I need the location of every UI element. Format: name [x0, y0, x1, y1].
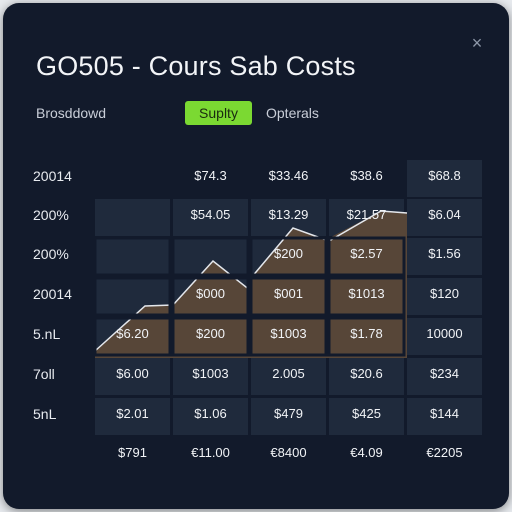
grid-cell — [251, 358, 326, 395]
grid-cell-border — [171, 316, 250, 357]
grid-value: $001 — [274, 286, 303, 301]
grid-value: $1003 — [270, 326, 307, 341]
grid-value: $74.3 — [194, 168, 227, 183]
total-value: $791 — [118, 445, 147, 460]
cost-grid-chart — [93, 160, 482, 435]
grid-cell-border — [171, 236, 250, 277]
row-label: 20014 — [33, 286, 72, 302]
grid-cell-border — [327, 316, 406, 357]
row-label: 200% — [33, 246, 69, 262]
grid-value: $6.00 — [116, 366, 149, 381]
grid-cell — [407, 318, 482, 355]
grid-cell — [95, 238, 170, 275]
grid-cell-border — [249, 276, 328, 317]
total-value: €8400 — [270, 445, 307, 460]
grid-value: $479 — [274, 406, 303, 421]
row-label: 7oll — [33, 366, 55, 382]
grid-value: $33.46 — [268, 168, 309, 183]
grid-value: $200 — [196, 326, 225, 341]
grid-cell — [407, 199, 482, 236]
grid-cell-border — [93, 276, 172, 317]
grid-value: $13.29 — [268, 207, 309, 222]
grid-value: $2.01 — [116, 406, 149, 421]
tab-operators[interactable]: Opterals — [266, 105, 319, 121]
grid-value: $1.06 — [194, 406, 227, 421]
total-value: €11.00 — [191, 445, 230, 460]
grid-value: 10000 — [426, 326, 463, 341]
tab-breakdown[interactable]: Brosddowd — [36, 105, 107, 121]
grid-cell-border — [93, 236, 172, 277]
grid-cell — [329, 358, 404, 395]
grid-value: $6.04 — [428, 207, 461, 222]
grid-cell-border — [327, 276, 406, 317]
grid-cell-border — [327, 236, 406, 277]
grid-cell — [95, 199, 170, 236]
grid-value: 2.005 — [272, 366, 305, 381]
grid-cell — [251, 199, 326, 236]
grid-cell-border — [171, 276, 250, 317]
grid-cell — [251, 398, 326, 435]
grid-value: $21.57 — [346, 207, 387, 222]
grid-cell — [173, 398, 248, 435]
grid-value: $2.57 — [350, 246, 383, 261]
grid-value: $68.8 — [428, 168, 461, 183]
grid-cell — [407, 398, 482, 435]
grid-value: $120 — [430, 286, 459, 301]
grid-cell — [407, 238, 482, 275]
grid-cell — [407, 160, 482, 197]
grid-cell-border — [249, 236, 328, 277]
grid-cell-border — [93, 316, 172, 357]
grid-value: $144 — [430, 406, 459, 421]
grid-cell — [173, 358, 248, 395]
grid-value: $38.6 — [350, 168, 383, 183]
grid-cell — [173, 199, 248, 236]
grid-value: $1.78 — [350, 326, 383, 341]
cost-dialog: × GO505 - Cours Sab Costs Brosddowd Supl… — [3, 3, 509, 509]
row-label: 200% — [33, 207, 69, 223]
grid-cell — [95, 358, 170, 395]
dialog-title: GO505 - Cours Sab Costs — [36, 51, 356, 81]
grid-value: $200 — [274, 246, 303, 261]
grid-value: $234 — [430, 366, 459, 381]
grid-cell — [95, 398, 170, 435]
grid-cell — [329, 398, 404, 435]
grid-value: $000 — [196, 286, 225, 301]
grid-value: $1.56 — [428, 246, 461, 261]
grid-value: $1013 — [348, 286, 385, 301]
grid-cell-border — [249, 316, 328, 357]
row-label: 20014 — [33, 168, 72, 184]
tab-summary[interactable]: Suplty — [185, 101, 252, 125]
total-value: €4.09 — [350, 445, 383, 460]
grid-value: $425 — [352, 406, 381, 421]
close-icon[interactable]: × — [471, 33, 483, 53]
grid-value: $20.6 — [350, 366, 383, 381]
grid-value: $1003 — [192, 366, 229, 381]
row-label: 5nL — [33, 406, 57, 422]
grid-cell — [407, 278, 482, 315]
grid-value: $54.05 — [190, 207, 231, 222]
total-value: €2205 — [426, 445, 463, 460]
row-label: 5.nL — [33, 326, 61, 342]
grid-value: $6.20 — [116, 326, 149, 341]
grid-cell — [407, 358, 482, 395]
